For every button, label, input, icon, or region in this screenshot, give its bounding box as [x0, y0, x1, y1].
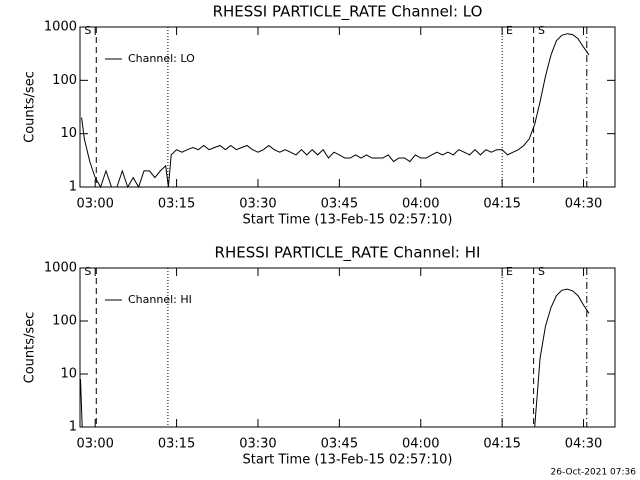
x-tick-label: 03:15	[158, 437, 195, 452]
x-tick-label: 03:30	[239, 437, 276, 452]
x-tick-label: 04:00	[402, 197, 439, 212]
y-tick-label: 1	[69, 180, 77, 195]
chart-title: RHESSI PARTICLE_RATE Channel: HI	[215, 244, 481, 263]
footer: 26-Oct-2021 07:36	[551, 468, 637, 478]
marker-label: S	[84, 24, 91, 37]
x-tick-label: 03:30	[239, 197, 276, 212]
x-tick-label: 03:45	[321, 437, 358, 452]
y-axis-label: Counts/sec	[23, 71, 38, 143]
data-line	[80, 288, 590, 428]
y-tick-label: 10	[60, 367, 77, 382]
marker-label: S	[84, 265, 91, 278]
y-tick-label: 1000	[44, 261, 77, 276]
x-tick-label: 03:00	[76, 197, 113, 212]
x-tick-label: 04:00	[402, 437, 439, 452]
y-tick-label: 10	[60, 126, 77, 141]
x-tick-label: 03:45	[321, 197, 358, 212]
x-tick-label: 03:15	[158, 197, 195, 212]
legend-label: Channel: LO	[128, 52, 195, 65]
x-axis-label: Start Time (13-Feb-15 02:57:10)	[243, 453, 453, 468]
marker-label: E	[506, 24, 513, 37]
x-tick-label: 04:15	[483, 437, 520, 452]
plot-frame	[79, 26, 616, 188]
y-tick-label: 100	[52, 73, 77, 88]
chart-title: RHESSI PARTICLE_RATE Channel: LO	[213, 3, 483, 22]
x-tick-label: 03:00	[76, 437, 113, 452]
x-tick-label: 04:30	[565, 437, 602, 452]
marker-label: S	[538, 24, 545, 37]
x-tick-label: 04:30	[565, 197, 602, 212]
x-axis-label: Start Time (13-Feb-15 02:57:10)	[243, 213, 453, 228]
y-tick-label: 1000	[44, 20, 77, 35]
data-line	[81, 33, 590, 189]
y-tick-label: 1	[69, 420, 77, 435]
y-tick-label: 100	[52, 314, 77, 329]
plot-frame	[79, 267, 616, 428]
x-tick-label: 04:15	[483, 197, 520, 212]
marker-label: S	[538, 265, 545, 278]
y-axis-label: Counts/sec	[23, 312, 38, 384]
legend-label: Channel: HI	[128, 293, 192, 306]
marker-label: E	[506, 265, 513, 278]
